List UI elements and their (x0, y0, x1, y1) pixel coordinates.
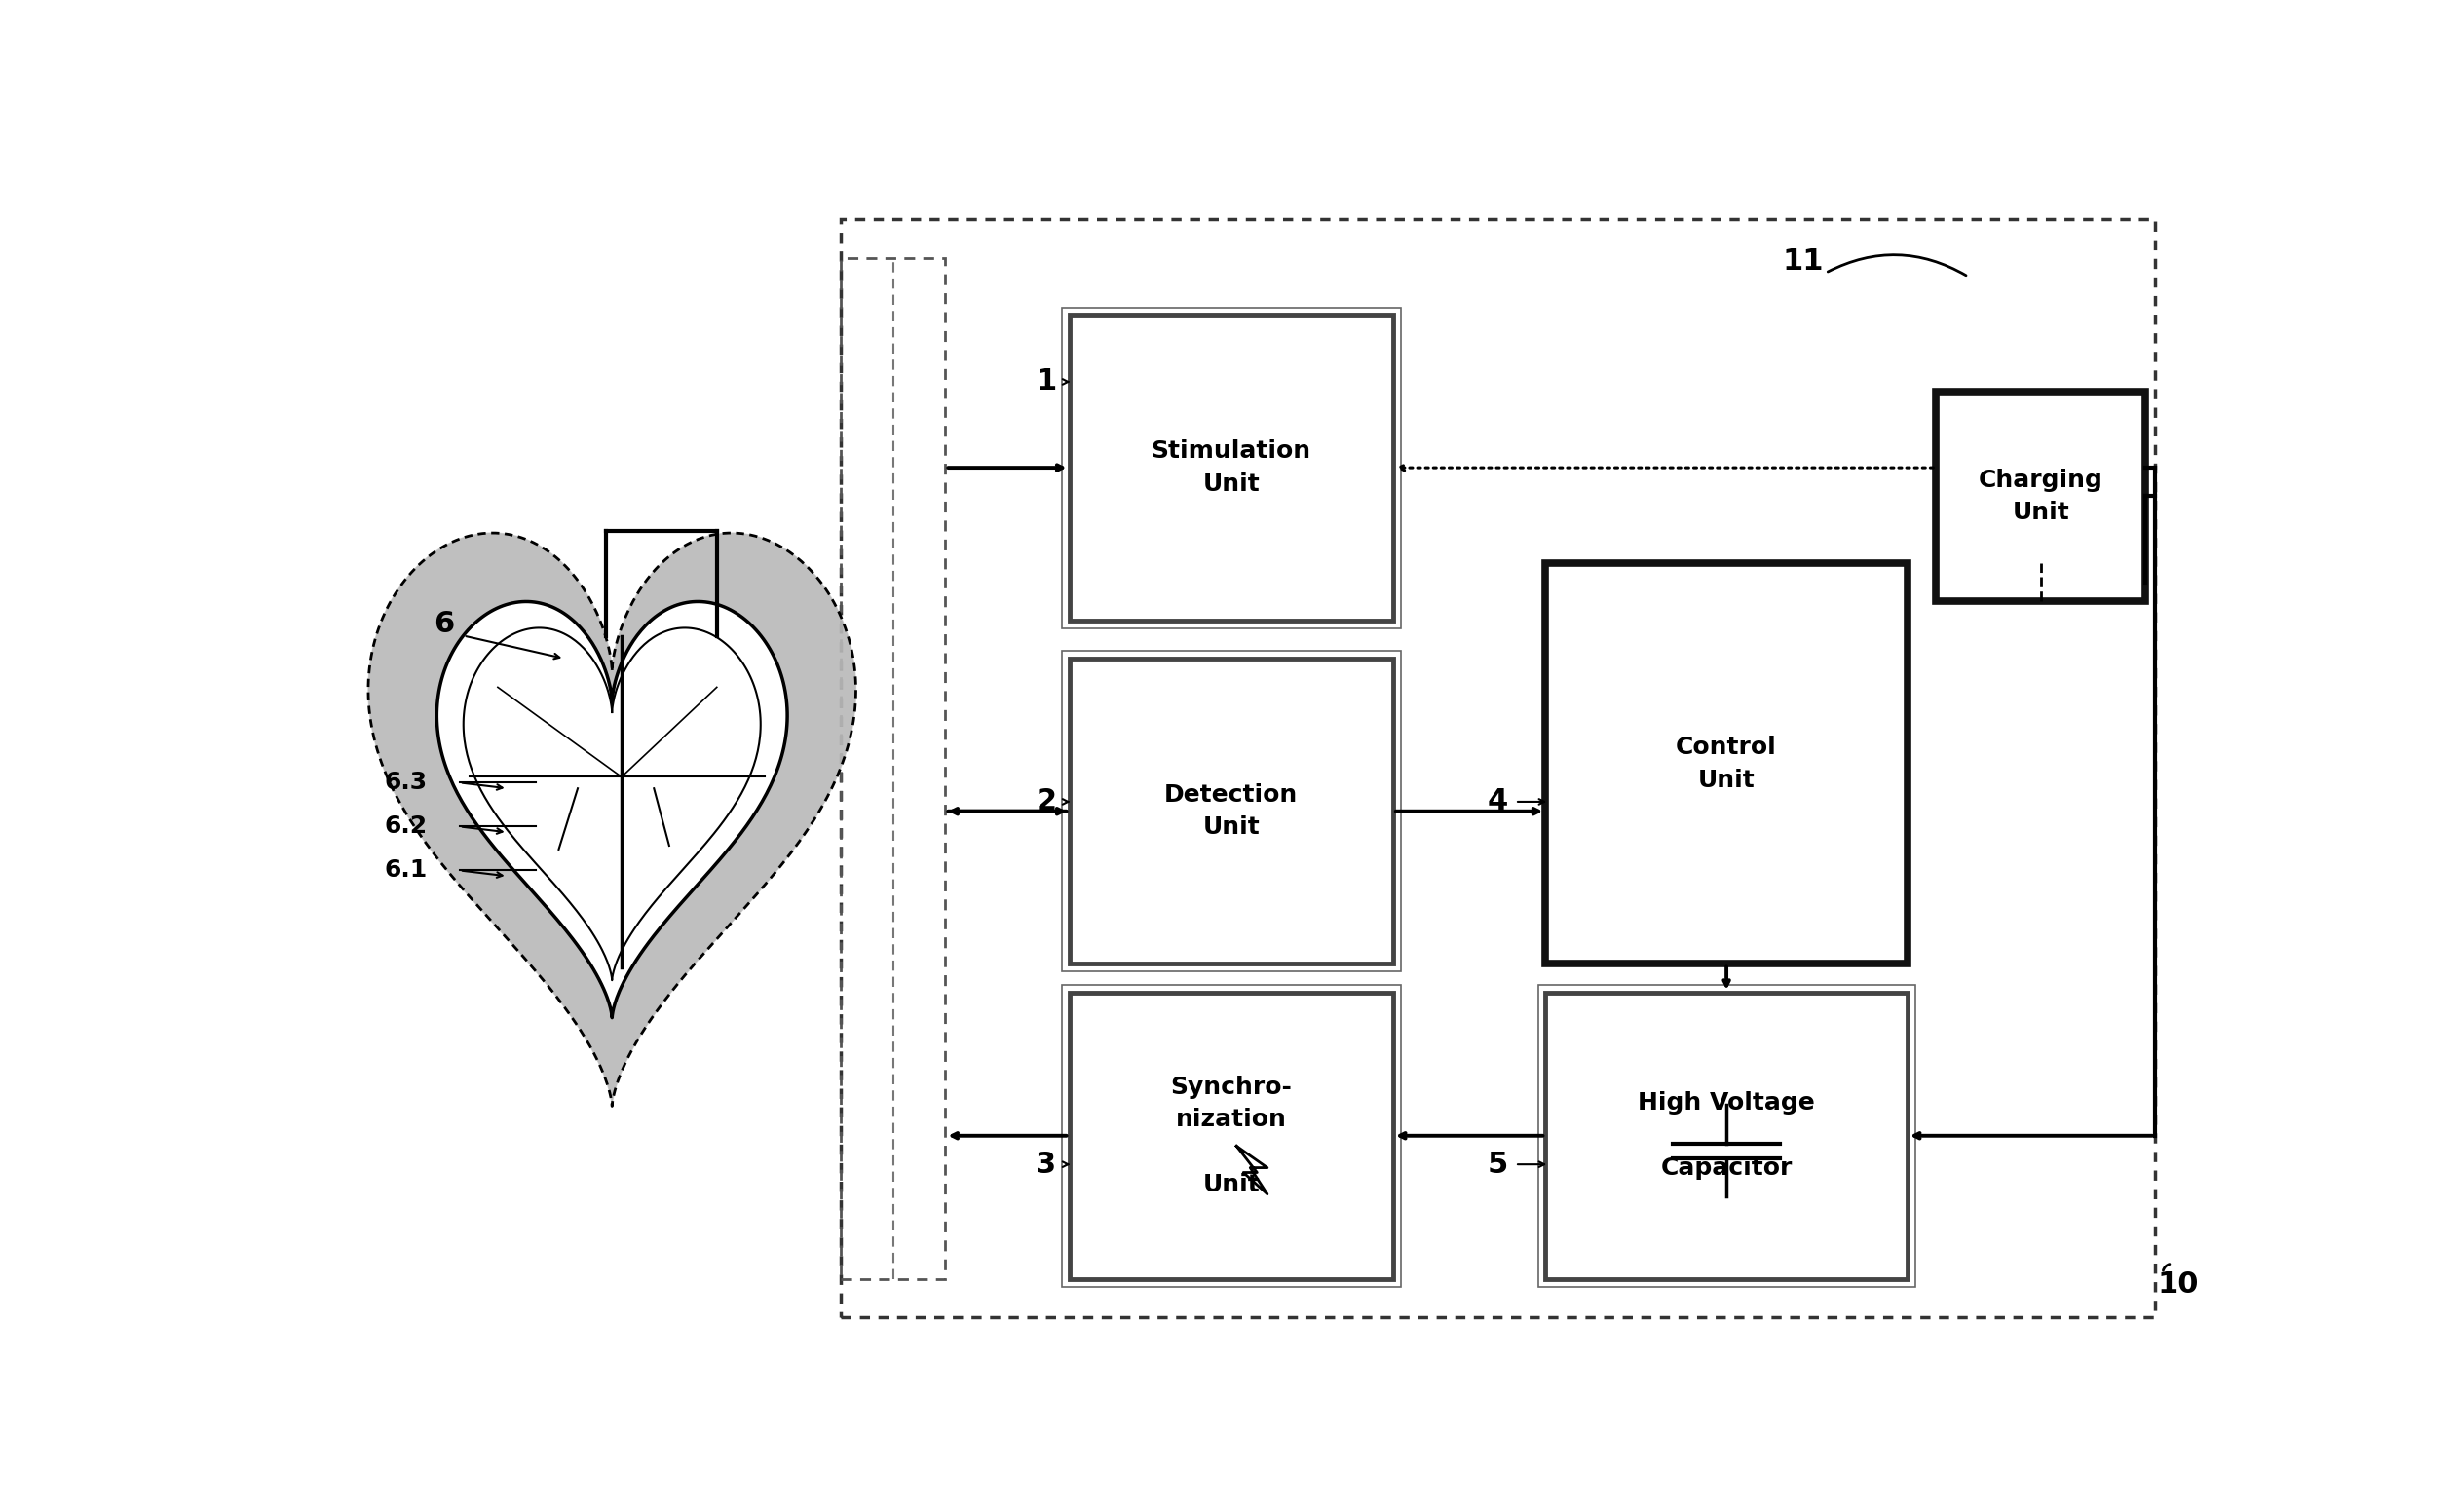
Text: 3: 3 (1037, 1151, 1057, 1178)
Bar (1069, 992, 1394, 1279)
Polygon shape (438, 602, 787, 1018)
Text: High Voltage
 
Capacitor: High Voltage Capacitor (1637, 1092, 1814, 1179)
Bar (1937, 392, 2146, 602)
Text: 6.3: 6.3 (386, 771, 428, 794)
Bar (1546, 992, 1907, 1279)
Text: Synchro-
nization
 
Unit: Synchro- nization Unit (1170, 1075, 1293, 1196)
Bar (841, 219, 2156, 1317)
Polygon shape (369, 532, 855, 1107)
Text: 6: 6 (435, 611, 455, 638)
Bar (1539, 984, 1915, 1287)
Text: 5: 5 (1487, 1151, 1509, 1178)
Bar (1069, 314, 1394, 620)
Text: 6.2: 6.2 (386, 815, 428, 838)
Text: 11: 11 (1782, 248, 1824, 275)
Bar (1062, 984, 1401, 1287)
Bar (1062, 652, 1401, 972)
Bar (1069, 659, 1394, 965)
Bar (1062, 307, 1401, 627)
Polygon shape (438, 602, 787, 1018)
Text: Control
Unit: Control Unit (1676, 735, 1777, 792)
Text: 4: 4 (1487, 788, 1509, 816)
Text: 2: 2 (1037, 788, 1057, 816)
Bar (1546, 562, 1907, 965)
Polygon shape (369, 532, 855, 1107)
Text: 10: 10 (2158, 1270, 2197, 1299)
Text: Stimulation
Unit: Stimulation Unit (1150, 440, 1310, 496)
Text: Detection
Unit: Detection Unit (1165, 783, 1298, 839)
Text: 6.1: 6.1 (386, 859, 428, 881)
Text: Charging
Unit: Charging Unit (1979, 469, 2104, 525)
Bar (841, 257, 946, 1279)
Text: 1: 1 (1035, 367, 1057, 396)
